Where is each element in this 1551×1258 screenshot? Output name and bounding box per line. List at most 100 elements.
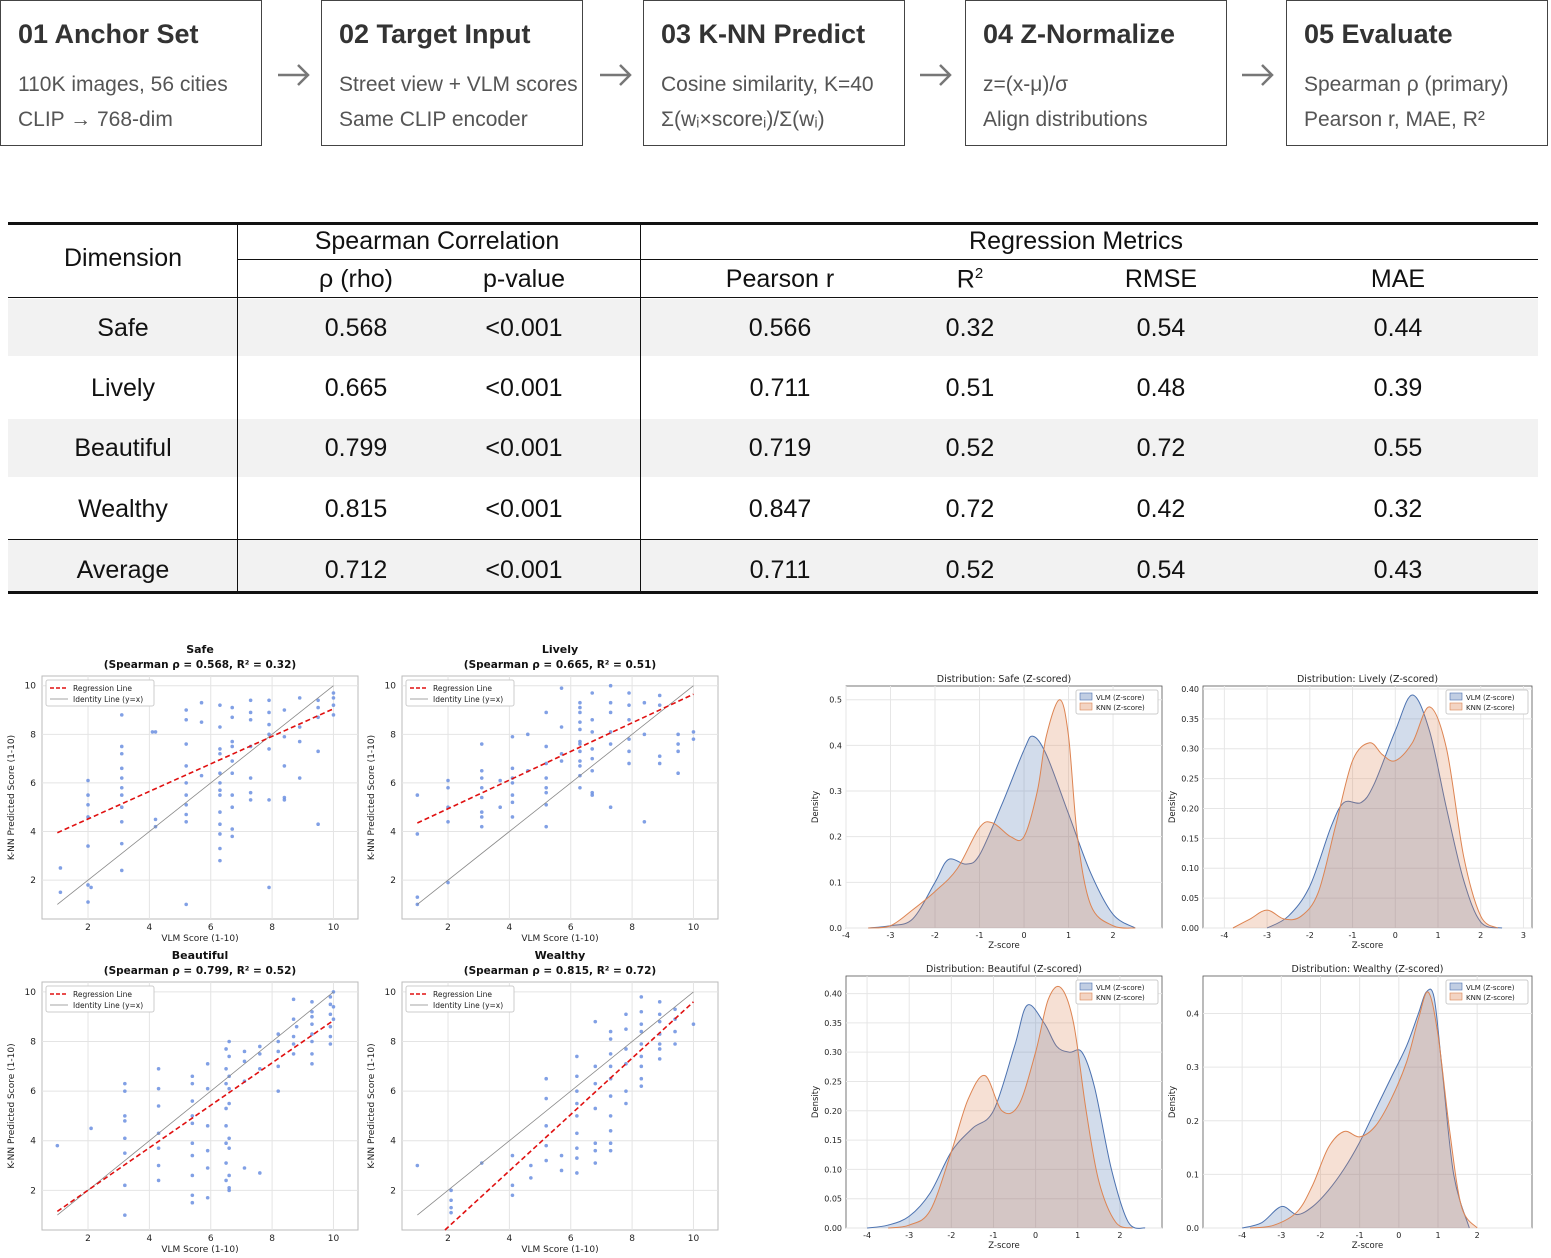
data-point bbox=[190, 1081, 195, 1086]
data-point bbox=[199, 700, 204, 705]
data-point bbox=[578, 759, 582, 763]
data-point bbox=[316, 822, 320, 827]
x-tick-label: -4 bbox=[863, 1231, 871, 1240]
y-tick-label: 0.3 bbox=[1186, 1063, 1199, 1072]
y-tick-label: 0.20 bbox=[1181, 804, 1199, 813]
data-point bbox=[230, 739, 235, 744]
data-point bbox=[328, 1034, 333, 1039]
data-point bbox=[676, 732, 680, 737]
pvalue-cell: <0.001 bbox=[485, 556, 563, 584]
data-point bbox=[608, 1064, 613, 1069]
legend-label: Identity Line (y=x) bbox=[433, 695, 503, 704]
r2-header-sup: 2 bbox=[974, 265, 984, 282]
data-point bbox=[267, 798, 271, 802]
data-point bbox=[258, 1067, 262, 1071]
data-point bbox=[593, 1141, 598, 1145]
step-title: 05 Evaluate bbox=[1304, 19, 1453, 49]
data-point bbox=[328, 1042, 333, 1046]
y-axis-label: K-NN Predicted Score (1-10) bbox=[7, 1043, 17, 1168]
x-axis-label: VLM Score (1-10) bbox=[161, 1245, 238, 1255]
data-point bbox=[310, 1022, 314, 1026]
chart-title: Wealthy bbox=[535, 949, 586, 962]
legend-box bbox=[1075, 979, 1159, 1005]
data-point bbox=[316, 698, 320, 703]
data-point bbox=[282, 708, 287, 712]
r2-cell: 0.32 bbox=[945, 314, 995, 342]
y-tick-label: 8 bbox=[30, 1038, 36, 1048]
data-point bbox=[479, 824, 484, 829]
data-point bbox=[248, 710, 253, 715]
data-point bbox=[657, 703, 662, 707]
data-point bbox=[267, 885, 271, 890]
y-tick-label: 10 bbox=[25, 682, 37, 692]
data-point bbox=[156, 1067, 161, 1071]
x-tick-label: 1 bbox=[1435, 931, 1440, 940]
step-evaluate: 05 Evaluate Spearman ρ (primary) Pearson… bbox=[1286, 0, 1548, 146]
dimension-cell: Safe bbox=[97, 314, 149, 342]
data-point bbox=[230, 805, 235, 810]
plot-area bbox=[401, 981, 719, 1231]
data-point bbox=[156, 1146, 161, 1150]
density-line-knn bbox=[1249, 991, 1478, 1229]
data-point bbox=[446, 785, 450, 790]
data-point bbox=[657, 761, 662, 766]
y-tick-label: 0.35 bbox=[824, 1019, 842, 1028]
data-point bbox=[479, 776, 484, 780]
data-point bbox=[199, 720, 204, 724]
data-point bbox=[510, 793, 515, 797]
scatter-chart-wealthy: Wealthy (Spearman ρ = 0.815, R² = 0.72) 2 4… bbox=[360, 946, 722, 1256]
data-point bbox=[415, 793, 420, 797]
data-point bbox=[657, 754, 662, 758]
data-point bbox=[331, 703, 336, 707]
data-point bbox=[624, 1047, 628, 1051]
step-target-input: 02 Target Input Street view + VLM scores… bbox=[321, 0, 583, 146]
plot-area bbox=[845, 685, 1163, 929]
data-point bbox=[673, 1042, 677, 1046]
data-point bbox=[510, 1183, 515, 1188]
data-point bbox=[248, 798, 253, 802]
data-point bbox=[559, 759, 564, 763]
density-area-vlm bbox=[1242, 989, 1470, 1228]
data-point bbox=[575, 1054, 579, 1059]
data-point bbox=[282, 734, 287, 739]
dimension-cell: Beautiful bbox=[74, 434, 172, 462]
data-point bbox=[291, 997, 296, 1002]
y-tick-label: 0.35 bbox=[1181, 715, 1199, 724]
dimension-cell: Lively bbox=[91, 374, 155, 402]
scatter-chart-lively: Lively (Spearman ρ = 0.665, R² = 0.51) 2 4 6… bbox=[360, 640, 722, 945]
mae-header: MAE bbox=[1370, 265, 1426, 293]
data-point bbox=[190, 1114, 195, 1118]
pvalue-cell: <0.001 bbox=[485, 434, 563, 462]
rho-cell: 0.665 bbox=[324, 374, 388, 402]
data-point bbox=[119, 793, 124, 797]
data-point bbox=[559, 1168, 564, 1173]
data-point bbox=[119, 868, 124, 873]
legend-label: Regression Line bbox=[433, 990, 492, 999]
row-band bbox=[8, 540, 1538, 592]
y-tick-label: 4 bbox=[390, 1137, 396, 1147]
data-point bbox=[248, 790, 253, 795]
legend-label: Identity Line (y=x) bbox=[433, 1001, 503, 1010]
pearson-cell: 0.711 bbox=[749, 374, 811, 402]
data-point bbox=[123, 1183, 127, 1188]
data-point bbox=[150, 730, 155, 734]
legend-label: Regression Line bbox=[433, 684, 492, 693]
data-point bbox=[590, 730, 595, 734]
data-point bbox=[544, 710, 548, 715]
y-tick-label: 8 bbox=[390, 1038, 396, 1048]
row-band bbox=[8, 419, 1538, 477]
x-tick-label: -1 bbox=[976, 931, 984, 940]
data-point bbox=[156, 1086, 161, 1091]
density-area-vlm bbox=[868, 736, 1136, 928]
data-point bbox=[639, 995, 644, 999]
x-tick-label: 2 bbox=[445, 923, 451, 933]
data-point bbox=[590, 691, 595, 695]
density-area-knn bbox=[868, 699, 1136, 929]
data-point bbox=[544, 824, 548, 829]
y-tick-label: 0.4 bbox=[1186, 1010, 1199, 1019]
data-point bbox=[316, 749, 320, 754]
data-point bbox=[242, 1166, 247, 1170]
legend-box bbox=[405, 679, 515, 707]
regression-line bbox=[57, 708, 334, 834]
y-tick-label: 0.30 bbox=[1181, 745, 1199, 754]
